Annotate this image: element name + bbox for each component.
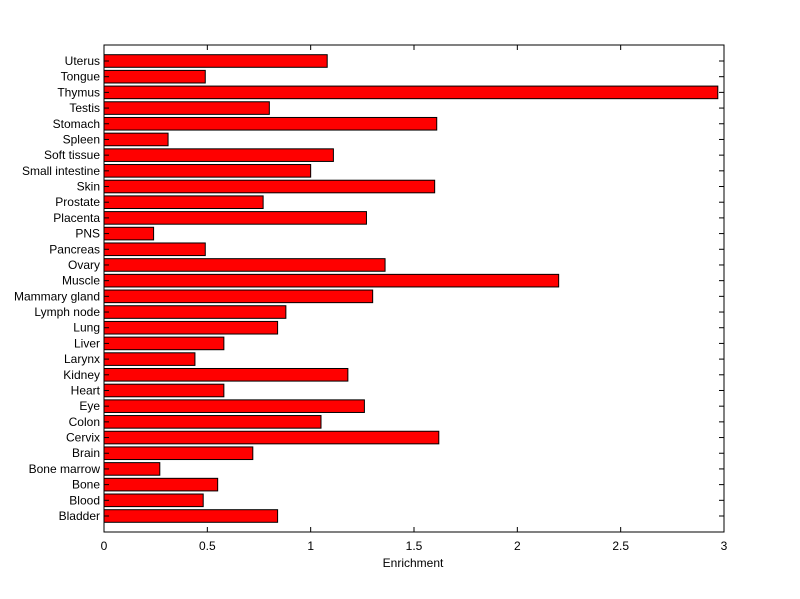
y-tick-label: Uterus xyxy=(65,54,100,68)
y-tick-label: PNS xyxy=(75,227,100,241)
bar-liver xyxy=(103,336,225,351)
y-tick-label: Blood xyxy=(69,493,100,507)
bar-brain xyxy=(103,446,254,461)
bar-lung xyxy=(103,320,279,335)
bar-spleen xyxy=(103,132,169,147)
y-tick-label: Ovary xyxy=(68,258,100,272)
x-tick-label: 1.5 xyxy=(406,539,423,553)
bar-heart xyxy=(103,383,225,398)
y-tick-label: Placenta xyxy=(53,211,100,225)
bar-blood xyxy=(103,493,204,508)
bar-colon xyxy=(103,415,322,429)
bar-pns xyxy=(103,226,155,241)
y-tick-label: Bone xyxy=(72,478,100,492)
y-tick-label: Kidney xyxy=(63,368,100,382)
y-tick-label: Lymph node xyxy=(34,305,100,319)
bars-group xyxy=(103,54,719,523)
x-axis-label: Enrichment xyxy=(383,556,444,570)
bar-placenta xyxy=(103,211,367,225)
bar-pancreas xyxy=(103,242,206,257)
bar-larynx xyxy=(103,352,196,366)
y-tick-label: Larynx xyxy=(64,352,100,366)
y-tick-label: Eye xyxy=(79,399,100,413)
y-tick-label: Lung xyxy=(73,321,100,335)
bar-eye xyxy=(103,399,365,413)
y-tick-label: Skin xyxy=(77,180,100,194)
bar-cervix xyxy=(103,430,440,445)
bar-ovary xyxy=(103,258,386,272)
y-tick-label: Thymus xyxy=(57,85,100,99)
y-tick-label: Bone marrow xyxy=(29,462,101,476)
bar-bladder xyxy=(103,509,279,523)
y-tick-label: Small intestine xyxy=(22,164,100,178)
bar-mammary-gland xyxy=(103,289,374,304)
x-tick-label: 2 xyxy=(514,539,521,553)
y-tick-label: Soft tissue xyxy=(44,148,100,162)
y-tick-label: Brain xyxy=(72,446,100,460)
x-tick-label: 1 xyxy=(307,539,314,553)
bar-uterus xyxy=(103,54,328,68)
x-axis: 0 0.5 1 1.5 2 2.5 3 xyxy=(101,45,728,553)
y-tick-label: Colon xyxy=(69,415,100,429)
x-tick-label: 3 xyxy=(721,539,728,553)
y-tick-label: Prostate xyxy=(55,195,100,209)
bar-bone-marrow xyxy=(103,462,161,476)
y-tick-label: Mammary gland xyxy=(14,289,100,303)
y-tick-label: Heart xyxy=(71,383,101,397)
bar-testis xyxy=(103,101,270,115)
y-tick-label: Bladder xyxy=(59,509,100,523)
bar-skin xyxy=(103,179,436,194)
y-tick-label: Stomach xyxy=(53,117,100,131)
bar-muscle xyxy=(103,273,560,288)
bar-kidney xyxy=(103,367,349,382)
y-tick-label: Spleen xyxy=(63,132,100,146)
y-tick-label: Testis xyxy=(69,101,100,115)
bar-soft-tissue xyxy=(103,148,334,162)
bar-prostate xyxy=(103,195,264,210)
y-tick-label: Tongue xyxy=(61,70,101,84)
y-tick-label: Cervix xyxy=(66,431,100,445)
bar-lymph-node xyxy=(103,305,287,319)
bar-small-intestine xyxy=(103,164,312,178)
x-tick-label: 2.5 xyxy=(612,539,629,553)
bar-thymus xyxy=(103,85,719,100)
x-tick-label: 0.5 xyxy=(199,539,216,553)
bar-bone xyxy=(103,477,219,492)
y-tick-label: Pancreas xyxy=(49,242,100,256)
y-tick-label: Liver xyxy=(74,336,100,350)
bar-tongue xyxy=(103,69,206,84)
bar-stomach xyxy=(103,116,438,131)
y-tick-label: Muscle xyxy=(62,274,100,288)
x-tick-label: 0 xyxy=(101,539,108,553)
